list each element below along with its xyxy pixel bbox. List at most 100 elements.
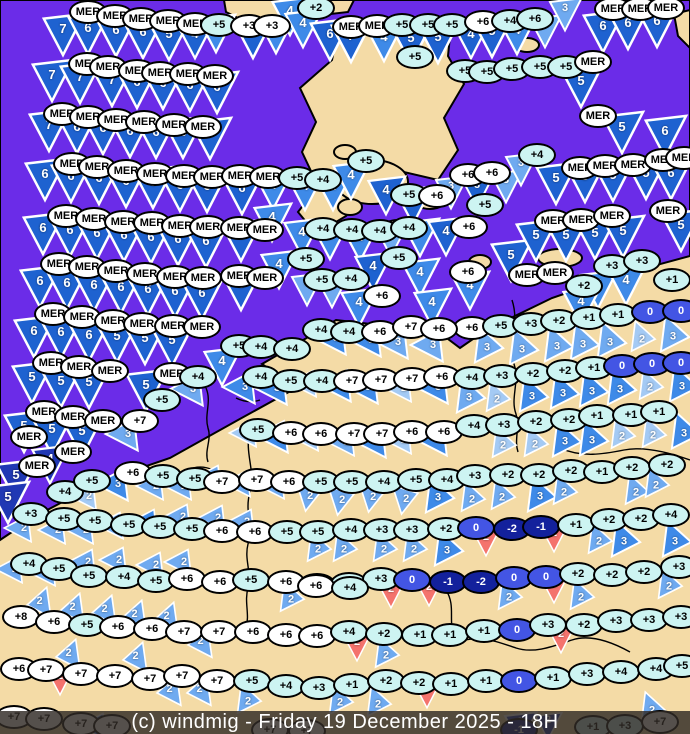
temperature-oval: +1 bbox=[534, 666, 572, 690]
temperature-oval: +3 bbox=[597, 609, 635, 633]
temperature-oval: +1 bbox=[333, 673, 371, 697]
sea-marker-oval: MER bbox=[561, 156, 599, 180]
temperature-oval: +2 bbox=[590, 508, 628, 532]
sea-marker-oval: MER bbox=[18, 454, 56, 478]
temperature-oval: +4 bbox=[518, 143, 556, 167]
temperature-oval: +2 bbox=[625, 560, 663, 584]
temperature-oval: +6 bbox=[418, 184, 456, 208]
temperature-oval: +5 bbox=[141, 515, 179, 539]
temperature-oval: +4 bbox=[602, 660, 640, 684]
temperature-oval: +5 bbox=[233, 669, 271, 693]
temperature-oval: +2 bbox=[559, 562, 597, 586]
sea-marker-oval: MER bbox=[246, 266, 284, 290]
temperature-oval: +1 bbox=[557, 513, 595, 537]
sea-marker-oval: MER bbox=[84, 409, 122, 433]
temperature-oval: +7 bbox=[131, 667, 169, 691]
temperature-oval: +1 bbox=[578, 404, 616, 428]
sea-marker-oval: MER bbox=[183, 315, 221, 339]
temperature-oval: +7 bbox=[27, 658, 65, 682]
temperature-oval: +6 bbox=[270, 470, 308, 494]
temperature-oval: +4 bbox=[332, 267, 370, 291]
temperature-oval: +5 bbox=[299, 520, 337, 544]
temperature-oval: +1 bbox=[432, 672, 470, 696]
temperature-oval: +4 bbox=[273, 337, 311, 361]
temperature-oval: +4 bbox=[330, 620, 368, 644]
sea-marker-oval: MER bbox=[54, 440, 92, 464]
temperature-oval: +5 bbox=[110, 513, 148, 537]
temperature-oval: 0 bbox=[662, 351, 690, 375]
temperature-oval: +4 bbox=[179, 365, 217, 389]
temperature-oval: +6 bbox=[133, 617, 171, 641]
temperature-oval: -1 bbox=[429, 570, 467, 594]
temperature-oval: +5 bbox=[143, 388, 181, 412]
temperature-oval: 0 bbox=[662, 299, 690, 323]
sea-marker-oval: MER bbox=[574, 50, 612, 74]
temperature-oval: +5 bbox=[347, 149, 385, 173]
sea-marker-oval: MER bbox=[184, 266, 222, 290]
temperature-oval: +2 bbox=[297, 0, 335, 20]
temperature-oval: +3 bbox=[300, 676, 338, 700]
temperature-oval: +8 bbox=[2, 605, 40, 629]
temperature-oval: +7 bbox=[163, 664, 201, 688]
temperature-oval: +5 bbox=[76, 509, 114, 533]
temperature-oval: -2 bbox=[462, 570, 500, 594]
temperature-oval: +3 bbox=[630, 608, 668, 632]
temperature-oval: +6 bbox=[450, 215, 488, 239]
temperature-oval: +6 bbox=[236, 520, 274, 544]
temperature-oval: +2 bbox=[613, 456, 651, 480]
temperature-oval: +5 bbox=[287, 247, 325, 271]
temperature-oval: +1 bbox=[575, 356, 613, 380]
sea-marker-oval: MER bbox=[60, 355, 98, 379]
sea-marker-oval: MER bbox=[184, 115, 222, 139]
temperature-oval: +6 bbox=[473, 161, 511, 185]
temperature-oval: 0 bbox=[495, 566, 533, 590]
temperature-oval: +7 bbox=[198, 669, 236, 693]
temperature-oval: +7 bbox=[200, 620, 238, 644]
temperature-oval: +4 bbox=[331, 576, 369, 600]
sea-marker-oval: MER bbox=[91, 359, 129, 383]
temperature-oval: +3 bbox=[662, 605, 690, 629]
temperature-oval: +7 bbox=[96, 664, 134, 688]
temperature-oval: +5 bbox=[232, 568, 270, 592]
sea-marker-oval: MER bbox=[647, 0, 685, 20]
temperature-oval: +6 bbox=[516, 7, 554, 31]
temperature-oval: +7 bbox=[165, 620, 203, 644]
temperature-oval: +3 bbox=[253, 14, 291, 38]
temperature-oval: +5 bbox=[73, 469, 111, 493]
temperature-oval: +6 bbox=[297, 574, 335, 598]
temperature-oval: +5 bbox=[272, 369, 310, 393]
temperature-oval: +4 bbox=[652, 503, 690, 527]
sea-marker-oval: MER bbox=[196, 64, 234, 88]
sea-marker-oval: MER bbox=[579, 104, 617, 128]
temperature-oval: +5 bbox=[333, 470, 371, 494]
temperature-oval: +7 bbox=[121, 409, 159, 433]
sea-marker-oval: MER bbox=[593, 204, 631, 228]
temperature-oval: +6 bbox=[272, 421, 310, 445]
temperature-oval: +1 bbox=[431, 623, 469, 647]
temperature-oval: +4 bbox=[390, 216, 428, 240]
temperature-oval: +5 bbox=[144, 464, 182, 488]
temperature-oval: +7 bbox=[62, 662, 100, 686]
sea-marker-oval: MER bbox=[649, 199, 687, 223]
temperature-oval: +1 bbox=[653, 268, 690, 292]
sea-marker-oval: MER bbox=[10, 425, 48, 449]
temperature-oval: 0 bbox=[500, 669, 538, 693]
temperature-oval: +5 bbox=[70, 564, 108, 588]
temperature-oval: +1 bbox=[570, 306, 608, 330]
temperature-oval: +2 bbox=[648, 453, 686, 477]
temperature-oval: +2 bbox=[367, 669, 405, 693]
temperature-oval: +2 bbox=[520, 463, 558, 487]
sea-marker-oval: MER bbox=[43, 102, 81, 126]
temperature-oval: +7 bbox=[203, 470, 241, 494]
temperature-oval: +3 bbox=[660, 555, 690, 579]
temperature-oval: +5 bbox=[466, 193, 504, 217]
temperature-oval: +5 bbox=[303, 268, 341, 292]
temperature-oval: +6 bbox=[363, 284, 401, 308]
temperature-oval: +2 bbox=[517, 410, 555, 434]
temperature-oval: +3 bbox=[529, 613, 567, 637]
temperature-oval: +3 bbox=[393, 518, 431, 542]
temperature-oval: +2 bbox=[365, 622, 403, 646]
temperature-oval: +6 bbox=[449, 260, 487, 284]
temperature-oval: +6 bbox=[420, 317, 458, 341]
